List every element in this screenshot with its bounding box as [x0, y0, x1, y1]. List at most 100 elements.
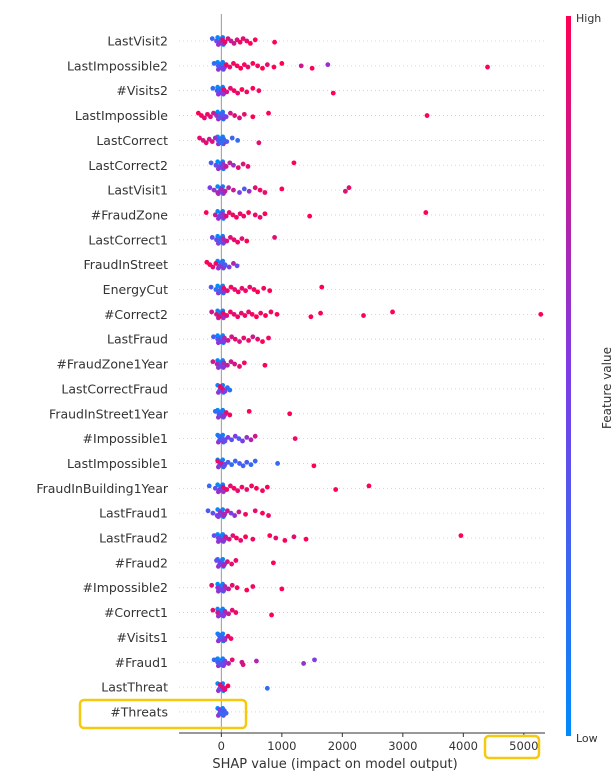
- shap-point: [222, 584, 228, 589]
- shap-point: [215, 190, 221, 195]
- shap-point: [215, 535, 221, 541]
- shap-point: [241, 62, 247, 68]
- shap-point: [209, 36, 215, 41]
- feature-label: #Visits2: [116, 83, 168, 98]
- shap-point: [291, 534, 297, 540]
- shap-point: [250, 334, 256, 340]
- shap-point: [390, 309, 395, 315]
- shap-point: [209, 139, 215, 145]
- shap-point: [218, 140, 224, 146]
- shap-point: [228, 309, 233, 315]
- shap-point: [220, 236, 226, 242]
- shap-point: [260, 339, 265, 344]
- shap-point: [264, 484, 270, 490]
- shap-point: [279, 586, 285, 592]
- feature-label: #Correct2: [104, 307, 168, 322]
- shap-point: [227, 387, 233, 393]
- shap-point: [223, 213, 229, 219]
- shap-point: [216, 263, 222, 269]
- shap-point: [257, 187, 263, 193]
- shap-point: [224, 362, 230, 368]
- shap-point: [224, 508, 230, 514]
- shap-point: [216, 411, 222, 417]
- shap-point: [235, 239, 241, 245]
- shap-point: [260, 488, 265, 494]
- shap-point: [241, 360, 247, 366]
- shap-point: [231, 88, 237, 94]
- feature-label: FraudInStreet1Year: [49, 406, 169, 421]
- shap-point: [227, 64, 233, 70]
- feature-label: LastImpossible: [75, 108, 168, 123]
- shap-point: [213, 162, 219, 168]
- shap-point: [234, 263, 240, 269]
- shap-point: [257, 214, 263, 220]
- shap-point: [215, 63, 221, 69]
- shap-point: [209, 309, 215, 315]
- shap-point: [262, 190, 268, 195]
- shap-point: [222, 637, 228, 643]
- shap-point: [235, 138, 241, 143]
- shap-point: [244, 587, 250, 593]
- shap-point: [214, 558, 219, 563]
- shap-point: [267, 288, 273, 294]
- shap-point: [232, 113, 238, 118]
- shap-point: [220, 407, 226, 413]
- shap-point: [538, 311, 544, 317]
- shap-point: [212, 212, 218, 218]
- shap-point: [226, 661, 232, 666]
- shap-point: [229, 462, 235, 468]
- shap-point: [231, 41, 237, 46]
- shap-point: [262, 211, 268, 217]
- shap-point: [266, 335, 271, 341]
- shap-point: [217, 41, 222, 46]
- shap-point: [232, 458, 238, 464]
- shap-point: [226, 185, 232, 191]
- shap-point: [222, 687, 228, 692]
- shap-point: [225, 459, 231, 465]
- shap-point: [361, 313, 366, 318]
- shap-point: [267, 533, 273, 538]
- shap-point: [325, 62, 331, 68]
- shap-point: [235, 289, 241, 295]
- shap-point: [215, 184, 220, 189]
- shap-point: [282, 538, 288, 543]
- shap-point: [239, 484, 245, 490]
- shap-point: [243, 288, 248, 294]
- shap-point: [215, 358, 220, 363]
- shap-point: [249, 483, 254, 489]
- feature-label: LastFraud: [107, 332, 168, 347]
- shap-point: [215, 482, 220, 488]
- shap-point: [226, 536, 232, 542]
- shap-point: [229, 561, 235, 567]
- shap-point: [255, 336, 261, 342]
- feature-label: #Fraud2: [115, 555, 168, 570]
- shap-point: [215, 581, 220, 587]
- shap-point: [215, 606, 220, 612]
- shap-point: [235, 165, 241, 171]
- shap-point: [214, 513, 220, 518]
- shap-point: [224, 487, 230, 492]
- colorbar-high-label: High: [576, 12, 601, 25]
- shap-point: [223, 62, 229, 68]
- shap-point: [215, 585, 221, 591]
- shap-point: [218, 587, 224, 593]
- shap-point: [215, 109, 220, 115]
- highlight-annotations: [78, 698, 541, 760]
- shap-point: [228, 483, 233, 489]
- shap-point: [222, 608, 228, 614]
- shap-point: [234, 535, 239, 541]
- shap-point: [260, 65, 265, 71]
- shap-point: [224, 139, 230, 145]
- shap-point: [237, 339, 242, 344]
- shap-point: [222, 438, 228, 444]
- shap-point: [215, 458, 221, 464]
- shap-point: [287, 411, 293, 417]
- shap-point: [231, 311, 237, 317]
- shap-point: [220, 413, 225, 419]
- shap-point: [235, 90, 241, 96]
- shap-point: [220, 59, 226, 65]
- shap-point: [237, 364, 242, 369]
- shap-point: [217, 165, 222, 171]
- shap-point: [228, 636, 234, 641]
- shap-point: [220, 310, 226, 316]
